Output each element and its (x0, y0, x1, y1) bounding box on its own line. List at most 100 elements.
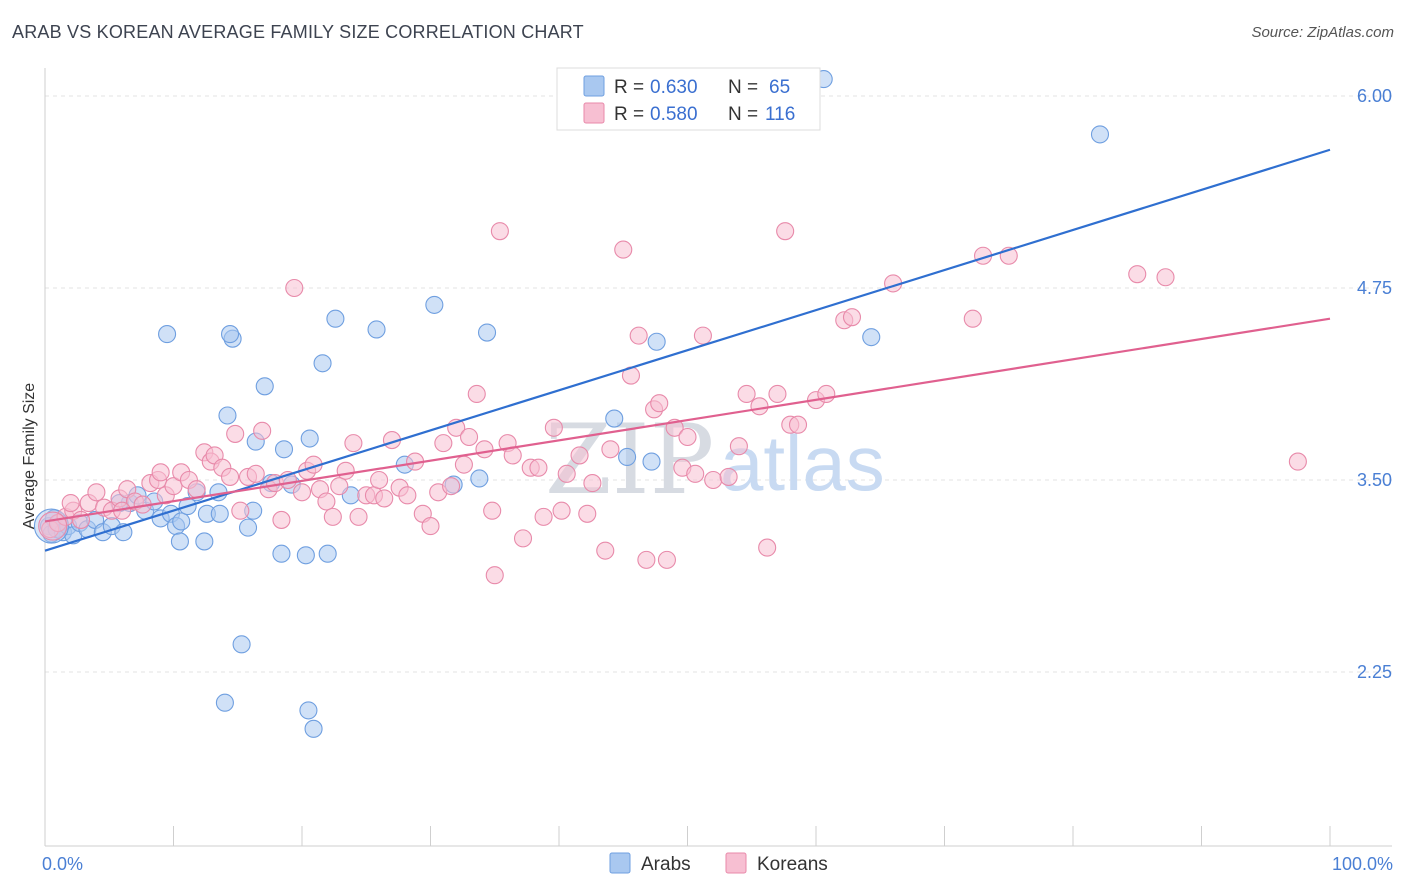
point-koreans (650, 394, 669, 413)
point-koreans (513, 529, 533, 548)
point-koreans (842, 308, 862, 327)
point-arabs (318, 544, 337, 563)
bottom-legend-label-koreans: Koreans (757, 854, 828, 875)
x-tick-label-min: 0.0% (42, 854, 83, 874)
point-arabs (862, 328, 881, 347)
y-axis-label: Average Family Size (21, 383, 38, 530)
point-koreans (1156, 268, 1175, 287)
legend-r-value-koreans: 0.580 (650, 104, 698, 125)
point-koreans (1128, 265, 1147, 284)
point-arabs (296, 546, 315, 565)
point-koreans (719, 467, 738, 486)
point-koreans (657, 550, 676, 569)
point-koreans (490, 222, 509, 241)
legend-n-label-arabs: N = (728, 77, 758, 98)
y-tick-label: 3.50 (1357, 470, 1392, 490)
point-arabs (642, 452, 661, 471)
legend-n-value-arabs: 65 (769, 77, 790, 98)
point-arabs (232, 635, 251, 654)
legend-r-value-arabs: 0.630 (650, 77, 698, 98)
point-koreans (737, 384, 756, 404)
point-koreans (330, 477, 349, 496)
point-koreans (614, 240, 633, 259)
point-koreans (693, 326, 712, 345)
bottom-legend-swatch-koreans (725, 852, 747, 874)
point-koreans (483, 501, 502, 520)
bottom-legend-label-arabs: Arabs (641, 854, 691, 875)
axes (44, 68, 1392, 847)
point-arabs (172, 512, 191, 531)
point-arabs (299, 701, 318, 720)
series-koreans (38, 222, 1307, 585)
legend-n-value-koreans: 116 (765, 104, 795, 125)
point-koreans (375, 489, 394, 508)
x-tick-labels: 0.0% 100.0% (42, 854, 1393, 874)
point-arabs (238, 518, 258, 537)
point-koreans (776, 222, 795, 241)
point-koreans (963, 309, 982, 328)
point-arabs (170, 532, 189, 551)
y-tick-label: 4.75 (1357, 278, 1392, 298)
point-koreans (475, 440, 494, 459)
point-koreans (434, 434, 453, 453)
point-koreans (629, 326, 648, 345)
correlation-legend: R = 0.630 N = 65 R = 0.580 N = 116 (556, 67, 821, 131)
point-koreans (686, 464, 705, 483)
point-arabs (158, 325, 177, 344)
point-koreans (323, 507, 342, 526)
point-koreans (788, 415, 808, 434)
point-koreans (467, 384, 486, 404)
point-koreans (578, 504, 597, 523)
point-arabs (425, 295, 444, 314)
point-koreans (349, 507, 368, 526)
bottom-legend-swatch-arabs (609, 852, 631, 874)
point-koreans (544, 418, 563, 437)
grid-lines (45, 95, 1392, 673)
watermark: ZIP atlas (545, 404, 885, 516)
source-credit: Source: ZipAtlas.com (1251, 24, 1394, 41)
point-arabs (313, 354, 332, 373)
point-arabs (272, 544, 291, 563)
point-arabs (470, 469, 489, 488)
point-koreans (272, 510, 291, 529)
point-koreans (398, 486, 417, 505)
point-arabs (220, 325, 240, 344)
legend-n-label-koreans: N = (728, 104, 758, 125)
point-arabs (274, 440, 294, 459)
point-arabs (255, 377, 274, 396)
point-koreans (534, 507, 553, 526)
point-arabs (647, 332, 666, 351)
point-koreans (292, 483, 312, 502)
point-koreans (601, 440, 620, 459)
point-arabs (210, 504, 229, 523)
legend-r-label-koreans: R = (614, 104, 644, 125)
point-arabs (605, 409, 624, 428)
point-koreans (187, 480, 206, 499)
point-koreans (336, 461, 355, 480)
point-koreans (570, 446, 589, 465)
watermark-atlas-text: atlas (720, 419, 885, 507)
point-arabs (218, 406, 237, 425)
point-koreans (253, 421, 272, 440)
point-koreans (285, 278, 304, 298)
point-arabs (300, 429, 319, 448)
point-koreans (442, 477, 461, 496)
point-koreans (226, 424, 245, 443)
point-koreans (750, 397, 769, 416)
point-arabs (304, 719, 323, 738)
trend-lines (44, 148, 1331, 552)
y-tick-labels: 2.25 3.50 4.75 6.00 (1357, 86, 1392, 682)
trend-line-arabs (44, 148, 1331, 552)
y-tick-label: 2.25 (1357, 662, 1392, 682)
point-koreans (87, 483, 106, 502)
point-koreans (678, 427, 697, 447)
point-koreans (344, 434, 363, 453)
point-arabs (326, 309, 345, 328)
point-koreans (729, 437, 748, 456)
point-arabs (477, 323, 497, 342)
y-tick-label: 6.00 (1357, 86, 1392, 106)
point-arabs (195, 532, 214, 551)
point-koreans (220, 467, 240, 486)
legend-r-label-arabs: R = (614, 77, 644, 98)
point-koreans (317, 492, 336, 511)
